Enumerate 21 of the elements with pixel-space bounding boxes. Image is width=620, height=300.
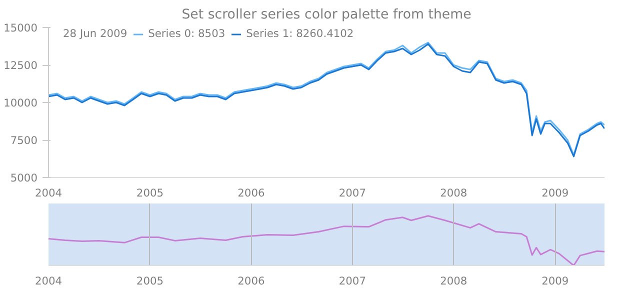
y-tick-label: 5000 bbox=[10, 172, 38, 184]
chart-title: Set scroller series color palette from theme bbox=[182, 8, 472, 22]
y-tick-label: 7500 bbox=[10, 134, 38, 147]
x-tick-label: 2004 bbox=[34, 186, 62, 200]
legend-label: Series 0: 8503 bbox=[148, 27, 226, 40]
x-tick-label: 2009 bbox=[542, 274, 569, 288]
x-tick-label: 2007 bbox=[338, 186, 366, 200]
x-tick-label: 2007 bbox=[338, 274, 366, 288]
x-tick-label: 2006 bbox=[238, 274, 265, 288]
x-tick-label: 2004 bbox=[34, 274, 62, 288]
x-tick-label: 2005 bbox=[136, 186, 164, 200]
x-tick-label: 2008 bbox=[440, 186, 468, 200]
x-tick-label: 2008 bbox=[440, 274, 468, 288]
x-tick-label: 2009 bbox=[542, 186, 569, 200]
y-tick-label: 10000 bbox=[4, 96, 38, 110]
legend-title: 28 Jun 2009 bbox=[63, 27, 128, 40]
y-tick-label: 12500 bbox=[4, 59, 38, 72]
x-tick-label: 2006 bbox=[238, 186, 265, 200]
y-tick-label: 15000 bbox=[4, 22, 38, 34]
x-tick-label: 2005 bbox=[136, 274, 164, 288]
legend-label: Series 1: 8260.4102 bbox=[246, 27, 354, 40]
